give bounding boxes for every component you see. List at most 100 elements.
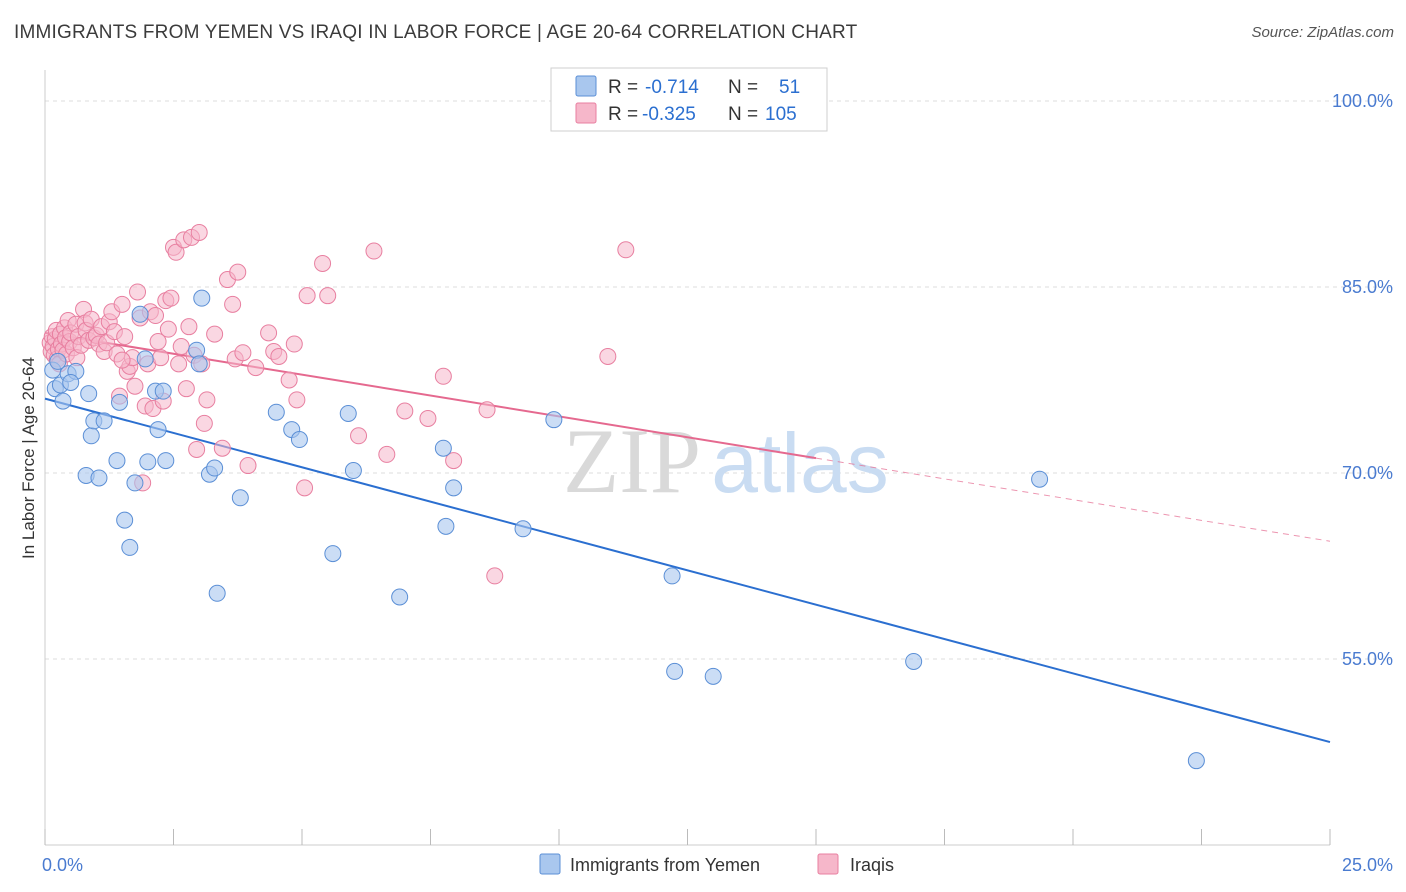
point-yemen-48 [1187,752,1205,770]
point-iraqi-81 [239,457,257,475]
point-yemen-42 [545,411,563,429]
watermark-zip: ZIP [563,410,701,512]
point-iraqi-94 [365,242,383,260]
point-iraqi-82 [247,359,265,377]
trendline-iraqi [44,331,817,460]
point-yemen-14 [116,511,134,529]
bottom-legend-swatch-yemen [539,853,561,875]
legend-r-value-iraqi: -0.325 [642,104,696,125]
point-iraqi-46 [129,283,147,301]
y-tick-label-1: 85.0% [1342,277,1393,297]
legend-swatch-iraqi [575,102,597,124]
y-tick-label-3: 55.0% [1342,649,1393,669]
point-yemen-41 [514,520,532,538]
point-yemen-34 [324,545,342,563]
yemen-points [44,289,1205,770]
point-iraqi-98 [434,367,452,385]
point-yemen-50 [62,373,80,391]
axes [44,70,1331,846]
point-iraqi-92 [319,287,337,305]
legend-n-value-yemen: 51 [779,77,800,98]
point-iraqi-69 [188,440,206,458]
point-yemen-10 [90,469,108,487]
point-yemen-15 [121,538,139,556]
point-yemen-31 [267,403,285,421]
point-yemen-22 [154,382,172,400]
point-iraqi-70 [190,223,208,241]
point-iraqi-90 [298,287,316,305]
point-yemen-29 [208,584,226,602]
legend-n-label-yemen: N = [728,77,758,98]
series-legend: Immigrants from Yemen Iraqis [539,853,894,875]
point-yemen-49 [49,352,67,370]
point-yemen-3 [54,392,72,410]
point-iraqi-83 [260,324,278,342]
bottom-legend-swatch-iraqi [817,853,839,875]
source-label: Source: ZipAtlas.com [1251,24,1394,41]
trend-lines [44,331,1331,744]
point-yemen-36 [344,462,362,480]
legend-r-label-iraqi: R = [608,104,638,125]
point-iraqi-102 [599,347,617,365]
point-iraqi-85 [270,347,288,365]
point-yemen-43 [663,567,681,585]
point-iraqi-41 [116,328,134,346]
point-iraqi-45 [126,377,144,395]
point-iraqi-99 [445,452,463,470]
point-iraqi-74 [206,325,224,343]
point-iraqi-95 [378,445,396,463]
point-iraqi-96 [396,402,414,420]
point-iraqi-53 [147,307,165,325]
watermark-atlas: atlas [711,416,888,510]
point-iraqi-72 [195,414,213,432]
point-iraqi-73 [198,391,216,409]
bottom-legend-label-yemen: Immigrants from Yemen [570,855,760,875]
point-iraqi-101 [486,567,504,585]
point-iraqi-55 [152,349,170,367]
point-iraqi-62 [170,355,188,373]
point-yemen-23 [157,452,175,470]
legend-n-label-iraqi: N = [728,104,758,125]
point-yemen-7 [80,385,98,403]
point-iraqi-87 [285,335,303,353]
point-yemen-28 [206,459,224,477]
point-yemen-18 [136,350,154,368]
point-iraqi-59 [162,289,180,307]
point-yemen-45 [704,667,722,685]
point-yemen-44 [666,662,684,680]
point-iraqi-104 [113,351,131,369]
point-yemen-16 [126,474,144,492]
point-iraqi-91 [314,254,332,272]
point-iraqi-54 [149,333,167,351]
point-iraqi-66 [180,318,198,336]
point-yemen-30 [231,489,249,507]
point-yemen-12 [108,452,126,470]
point-yemen-35 [339,404,357,422]
point-iraqi-58 [159,320,177,338]
point-iraqi-97 [419,409,437,427]
point-yemen-26 [193,289,211,307]
point-iraqi-88 [288,391,306,409]
legend-r-label-yemen: R = [608,77,638,98]
point-iraqi-89 [296,479,314,497]
point-iraqi-40 [113,295,131,313]
point-yemen-11 [95,412,113,430]
point-yemen-33 [290,431,308,449]
point-yemen-40 [445,479,463,497]
point-yemen-39 [437,517,455,535]
tick-labels: 100.0% 85.0% 70.0% 55.0% 0.0% 25.0% [42,91,1393,875]
legend-swatch-yemen [575,75,597,97]
y-tick-label-2: 70.0% [1342,463,1393,483]
x-tick-label-0: 0.0% [42,855,83,875]
legend-r-value-yemen: -0.714 [645,77,699,98]
y-tick-label-0: 100.0% [1332,91,1393,111]
trendline-yemen [44,397,1331,744]
point-yemen-38 [434,439,452,457]
point-iraqi-80 [234,344,252,362]
gridlines [45,100,1392,660]
point-iraqi-103 [617,241,635,259]
point-yemen-8 [82,427,100,445]
point-iraqi-86 [280,371,298,389]
point-yemen-25 [190,355,208,373]
